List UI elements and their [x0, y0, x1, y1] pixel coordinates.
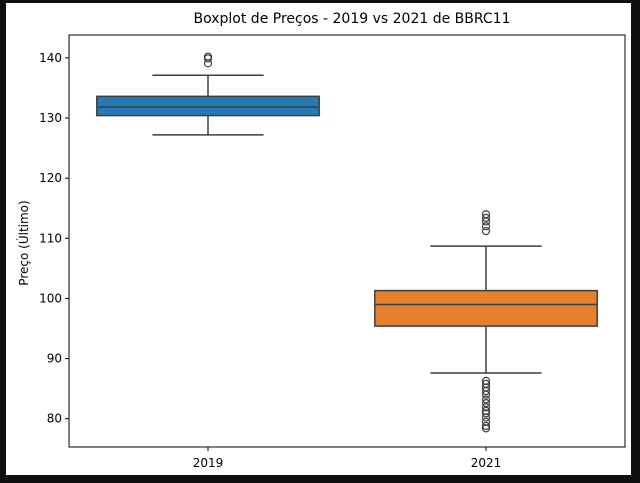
y-tick-label: 80	[47, 412, 62, 426]
outlier-point-2021	[481, 395, 491, 404]
outlier-point-2021	[481, 213, 491, 222]
outlier-point-2019	[203, 52, 213, 61]
y-axis-label: Preço (Último)	[16, 200, 31, 285]
outlier-point-2021	[481, 376, 491, 385]
outlier-point-2021	[481, 210, 491, 219]
box-2019	[96, 95, 320, 117]
outlier-point-2021	[481, 409, 491, 418]
boxplot-chart: Boxplot de Preços - 2019 vs 2021 de BBRC…	[16, 11, 626, 470]
box-2021	[374, 289, 598, 327]
y-tick-label: 100	[39, 291, 62, 305]
x-tick-label: 2019	[193, 456, 224, 470]
y-tick-label: 140	[39, 51, 62, 65]
outlier-point-2021	[481, 421, 491, 431]
outlier-point-2021	[481, 403, 491, 412]
outlier-point-2021	[481, 379, 491, 388]
chart-figure: Boxplot de Preços - 2019 vs 2021 de BBRC…	[6, 3, 631, 475]
y-tick-label: 130	[39, 111, 62, 125]
y-tick-label: 110	[39, 231, 62, 245]
y-tick-label: 120	[39, 171, 62, 185]
outlier-point-2021	[481, 398, 491, 408]
y-tick-label: 90	[47, 352, 62, 366]
x-tick-label: 2021	[471, 456, 502, 470]
outlier-point-2021	[481, 417, 491, 426]
outlier-point-2021	[481, 406, 491, 416]
outlier-point-2021	[481, 222, 491, 231]
chart-title: Boxplot de Preços - 2019 vs 2021 de BBRC…	[194, 11, 511, 27]
plot-area-frame	[68, 34, 626, 448]
outlier-point-2021	[481, 226, 491, 236]
